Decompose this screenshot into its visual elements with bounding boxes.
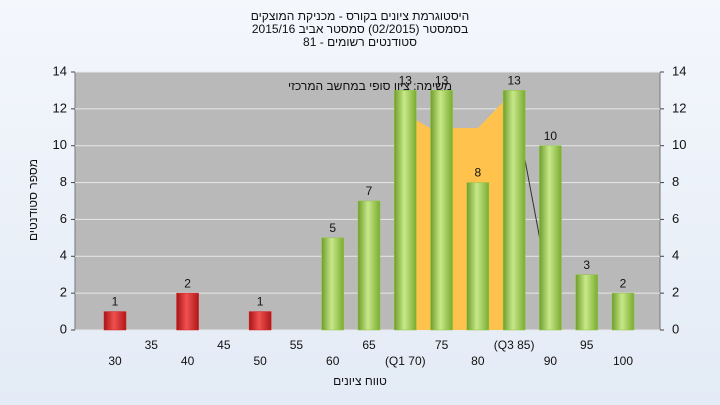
bar <box>394 90 417 331</box>
data-label: 13 <box>399 74 413 88</box>
y2-tick-label: 4 <box>672 248 679 263</box>
bar <box>466 182 490 331</box>
x-tick-label: 95 <box>580 338 594 352</box>
bar <box>502 90 526 331</box>
data-label: 7 <box>366 184 373 198</box>
y2-tick-label: 2 <box>672 285 679 300</box>
x-tick-label: 60 <box>326 354 340 368</box>
x-tick-label: 40 <box>181 354 195 368</box>
chart-title: היסטוגרמת ציונים בקורס - מכניקת המוצקים <box>251 9 469 23</box>
x-tick-label: 50 <box>253 354 267 368</box>
y-tick-label: 6 <box>60 211 67 226</box>
x-tick-label: 100 <box>613 354 633 368</box>
y2-tick-label: 0 <box>672 321 679 336</box>
x-tick-label: 55 <box>290 338 304 352</box>
x-tick-label: 80 <box>471 354 485 368</box>
y-tick-label: 10 <box>53 137 67 152</box>
bar <box>321 237 344 331</box>
x-axis-label: טווח ציונים <box>333 374 387 388</box>
x-tick-label: 30 <box>108 354 122 368</box>
data-label: 2 <box>184 276 191 290</box>
y2-tick-label: 6 <box>672 211 679 226</box>
data-label: 13 <box>435 74 449 88</box>
x-tick-label: 90 <box>544 354 558 368</box>
data-label: 13 <box>507 74 521 88</box>
y-axis-label: מספר סטודנטים <box>26 159 40 241</box>
data-label: 8 <box>475 166 482 180</box>
chart-subtitle: בסמסטר (02/2015) סמסטר אביב 2015/16 <box>252 22 468 36</box>
bar <box>248 311 272 331</box>
data-label: 10 <box>544 129 558 143</box>
data-label: 1 <box>257 295 264 309</box>
data-label: 2 <box>620 276 627 290</box>
y2-tick-label: 14 <box>672 63 686 78</box>
bar <box>575 274 598 331</box>
y-tick-label: 2 <box>60 285 67 300</box>
quartile-area <box>398 92 525 330</box>
y-tick-label: 0 <box>60 321 67 336</box>
data-label: 5 <box>329 221 336 235</box>
trend-line <box>524 159 542 246</box>
x-tick-label: 65 <box>362 338 376 352</box>
bar <box>103 311 127 331</box>
x-tick-label: 35 <box>145 338 159 352</box>
bar <box>176 292 199 331</box>
bar <box>611 292 635 331</box>
y-tick-label: 12 <box>53 100 67 115</box>
x-tick-label: 45 <box>217 338 231 352</box>
x-tick-label: 75 <box>435 338 449 352</box>
data-label: 1 <box>112 295 119 309</box>
y-tick-label: 4 <box>60 248 67 263</box>
data-label: 3 <box>583 258 590 272</box>
annotation: משימה: ציון סופי במחשב המרכזי <box>288 79 452 93</box>
y2-tick-label: 10 <box>672 137 686 152</box>
bar <box>539 145 562 331</box>
bar <box>357 200 381 331</box>
x-tick-label: (Q1 70) <box>385 354 426 368</box>
bar <box>430 90 453 331</box>
x-tick-label: (Q3 85) <box>494 338 535 352</box>
y2-tick-label: 12 <box>672 100 686 115</box>
y-tick-label: 8 <box>60 174 67 189</box>
chart-subtitle: סטודנטים רשומים - 81 <box>303 35 417 49</box>
y-tick-label: 14 <box>53 63 67 78</box>
y2-tick-label: 8 <box>672 174 679 189</box>
